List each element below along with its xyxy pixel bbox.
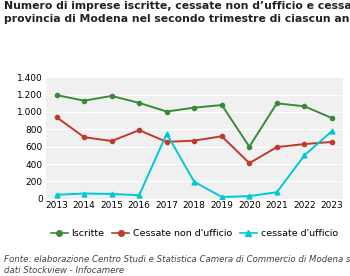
Iscritte	[54, 93, 58, 97]
cessate d'ufficio	[247, 195, 251, 198]
cessate d'ufficio	[302, 154, 307, 157]
Cessate non d'ufficio	[302, 142, 307, 146]
Cessate non d'ufficio	[54, 116, 58, 119]
Iscritte	[164, 110, 169, 113]
Cessate non d'ufficio	[137, 129, 141, 132]
Line: Cessate non d'ufficio: Cessate non d'ufficio	[55, 115, 334, 165]
Cessate non d'ufficio	[247, 161, 251, 165]
Iscritte	[192, 106, 196, 109]
Iscritte	[82, 99, 86, 102]
Iscritte	[275, 102, 279, 105]
cessate d'ufficio	[110, 192, 114, 196]
Cessate non d'ufficio	[82, 136, 86, 139]
cessate d'ufficio	[192, 180, 196, 184]
cessate d'ufficio	[137, 193, 141, 197]
cessate d'ufficio	[54, 193, 58, 197]
Cessate non d'ufficio	[192, 139, 196, 142]
Line: Iscritte: Iscritte	[55, 93, 334, 149]
cessate d'ufficio	[220, 195, 224, 199]
cessate d'ufficio	[275, 190, 279, 194]
Cessate non d'ufficio	[110, 139, 114, 143]
cessate d'ufficio	[164, 132, 169, 135]
Line: cessate d'ufficio: cessate d'ufficio	[54, 129, 334, 200]
Iscritte	[220, 104, 224, 107]
Text: Fonte: elaborazione Centro Studi e Statistica Camera di Commercio di Modena su b: Fonte: elaborazione Centro Studi e Stati…	[4, 254, 350, 275]
cessate d'ufficio	[82, 192, 86, 195]
Cessate non d'ufficio	[164, 140, 169, 144]
Legend: Iscritte, Cessate non d'ufficio, cessate d'ufficio: Iscritte, Cessate non d'ufficio, cessate…	[47, 225, 342, 242]
Cessate non d'ufficio	[220, 135, 224, 138]
Cessate non d'ufficio	[330, 140, 334, 144]
Iscritte	[137, 101, 141, 105]
Iscritte	[330, 116, 334, 120]
Iscritte	[302, 105, 307, 108]
Text: Numero di imprese iscritte, cessate non d’ufficio e cessate d’ufficio in
provinc: Numero di imprese iscritte, cessate non …	[4, 1, 350, 24]
Iscritte	[247, 145, 251, 148]
Cessate non d'ufficio	[275, 145, 279, 149]
Iscritte	[110, 94, 114, 98]
cessate d'ufficio	[330, 129, 334, 133]
